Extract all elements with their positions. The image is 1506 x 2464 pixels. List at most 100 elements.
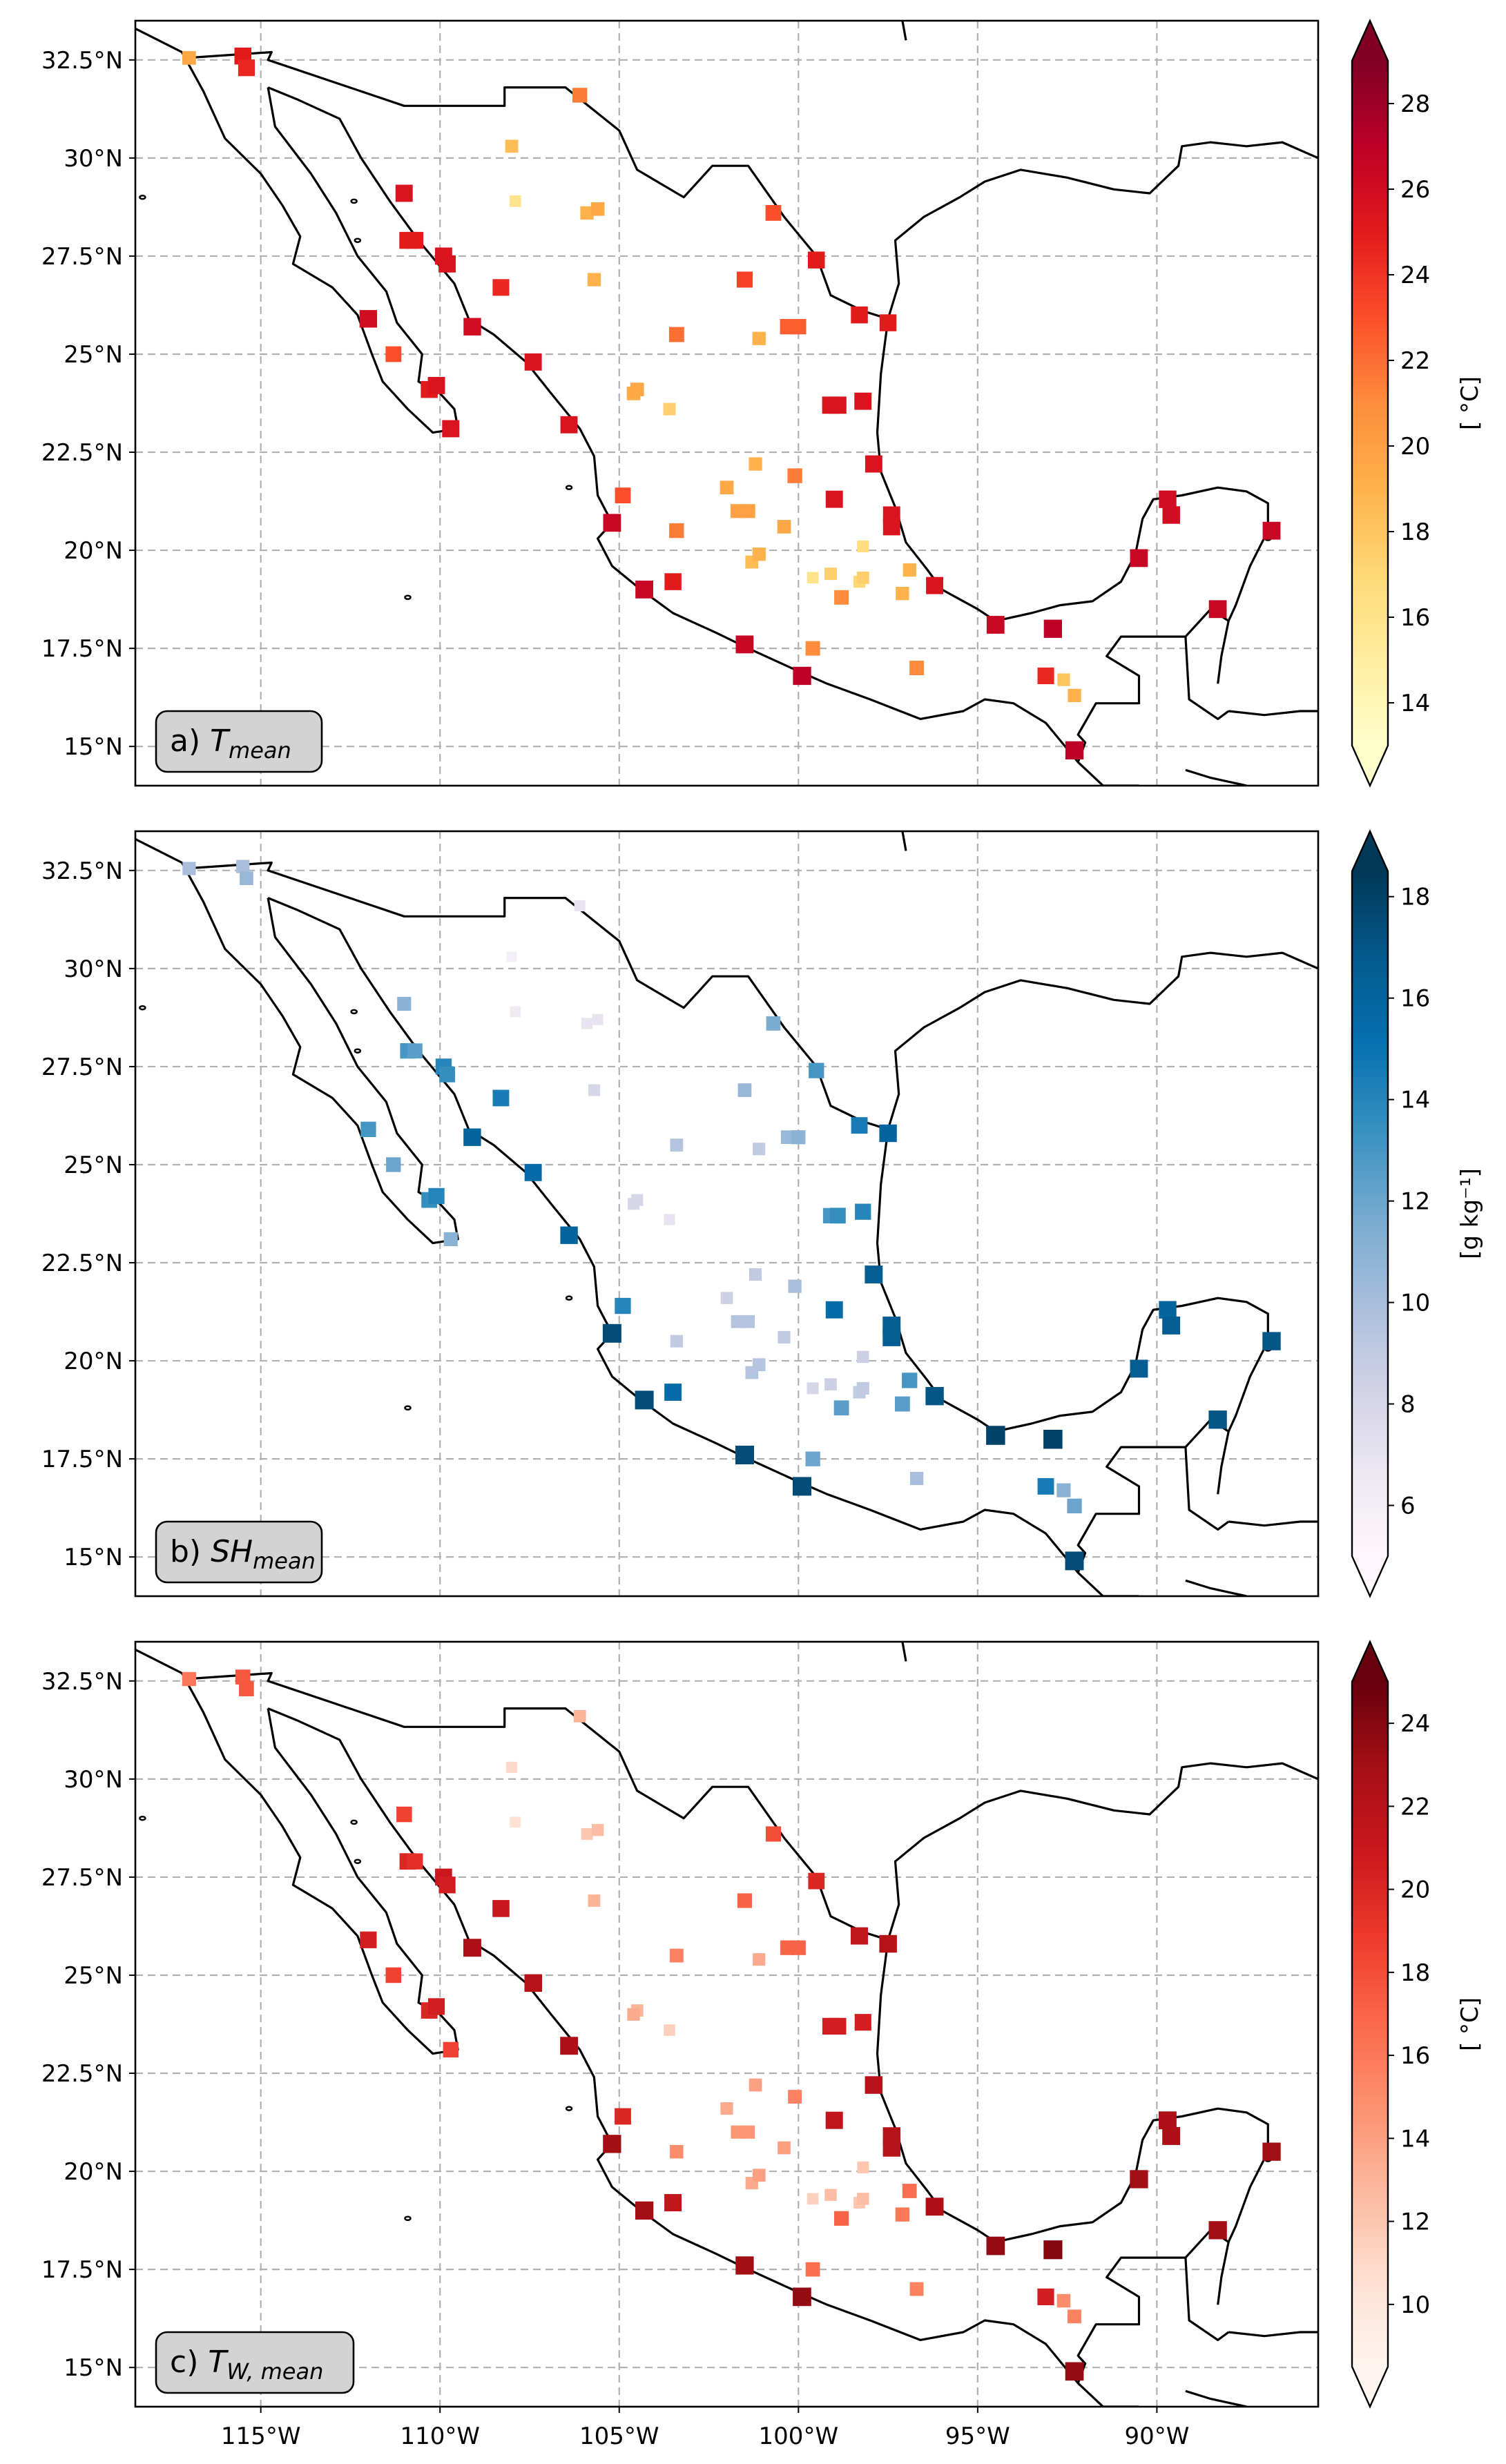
station-marker [742,1315,755,1328]
colorbar-tick-label: 22 [1400,347,1430,375]
coastline [1228,2331,1318,2338]
station-marker [385,346,402,362]
station-marker [749,457,762,471]
station-marker [603,514,621,532]
station-marker [1037,1478,1054,1495]
station-marker [926,576,943,594]
station-marker [737,1893,752,1908]
station-marker [720,1292,733,1304]
station-marker [1159,2111,1177,2130]
station-marker [492,279,510,296]
station-marker [834,2211,849,2226]
island [139,1815,146,1821]
island [139,194,146,200]
station-marker [524,353,542,371]
colorbar-tick-label: 20 [1400,433,1430,460]
station-marker [506,1761,518,1773]
island [354,237,362,243]
lon-tick-label: 95°W [945,2423,1010,2450]
station-marker [591,1824,604,1836]
station-marker [664,573,682,590]
station-marker [902,1372,918,1388]
colorbar-tick-label: 26 [1400,176,1430,204]
station-marker [895,2207,910,2222]
station-marker [753,1143,766,1156]
station-marker [239,1681,254,1696]
station-marker [360,1121,376,1137]
station-marker [463,1128,481,1146]
station-marker [857,540,869,552]
station-marker [664,2194,682,2211]
station-marker [1065,1551,1084,1571]
station-marker [670,1335,683,1348]
panel-label: a) Tmean [170,724,291,764]
colorbar-tick-label: 16 [1400,2042,1430,2070]
lat-tick-label: 22.5°N [41,1250,123,1277]
station-marker [765,205,782,221]
coastline [1077,635,1230,763]
station-marker [635,1390,654,1410]
station-marker [240,871,253,885]
station-marker [236,860,250,873]
station-marker [851,1117,868,1134]
station-marker [1068,688,1081,702]
station-marker [1043,2240,1063,2260]
station-marker [895,1396,910,1412]
station-marker [731,504,745,518]
panel-c: 32.5°N 30°N 27.5°N 25°N 22.5°N 20°N 17.5°N 15°N… [41,1640,1320,2450]
island [354,1859,362,1864]
panel-a: 32.5°N 30°N 27.5°N 25°N 22.5°N 20°N 17.5°N 15°N… [41,19,1320,787]
island [565,2106,573,2111]
station-marker [439,1066,455,1083]
station-marker [856,1350,869,1364]
colorbar-tick-label: 16 [1400,604,1430,632]
lat-tick-label: 17.5°N [41,635,123,663]
colorbar-tick-label: 20 [1400,1876,1430,1904]
station-marker [588,1894,601,1907]
station-marker [663,402,676,416]
colorbar-label: [ °C] [1456,1997,1484,2051]
station-marker [752,331,766,345]
island [404,594,412,601]
lat-tick-label: 27.5°N [41,1864,123,1892]
station-marker [791,1940,806,1955]
lon-tick-label: 115°W [221,2423,301,2450]
coastline [1228,710,1318,717]
station-marker [626,387,641,400]
station-marker [664,2024,675,2036]
station-marker [809,1063,824,1078]
coastline [901,831,907,851]
station-marker [902,563,916,577]
station-marker [735,635,754,654]
station-marker [788,2090,802,2104]
colorbar-tick-label: 22 [1400,1793,1430,1821]
station-marker [669,523,684,539]
station-marker [824,1378,837,1390]
lat-tick-label: 27.5°N [41,243,123,271]
station-marker [670,1138,684,1152]
coastline [1077,2256,1230,2384]
station-marker [603,2135,621,2153]
coastline [901,21,907,41]
station-marker [635,2201,654,2220]
lat-tick-label: 25°N [64,341,123,369]
lat-tick-label: 20°N [64,1348,123,1375]
station-marker [1162,1317,1181,1335]
coastline [1228,1520,1318,1527]
coastline [876,318,1269,622]
colorbar-tick-label: 16 [1400,985,1430,1013]
colorbar-tick-label: 10 [1400,2291,1430,2319]
map-frame [134,830,1320,1598]
station-marker [805,2262,820,2277]
station-marker [1262,521,1281,540]
station-marker [1067,1498,1082,1513]
station-marker [925,1387,944,1406]
station-marker [574,900,586,911]
panel-label-box [155,1520,323,1584]
station-marker [825,2111,843,2129]
station-marker [752,2169,766,2182]
coastline [135,1648,459,2055]
coastline [887,1762,1318,1941]
station-marker [854,392,872,410]
lat-tick-label: 15°N [64,1544,123,1571]
